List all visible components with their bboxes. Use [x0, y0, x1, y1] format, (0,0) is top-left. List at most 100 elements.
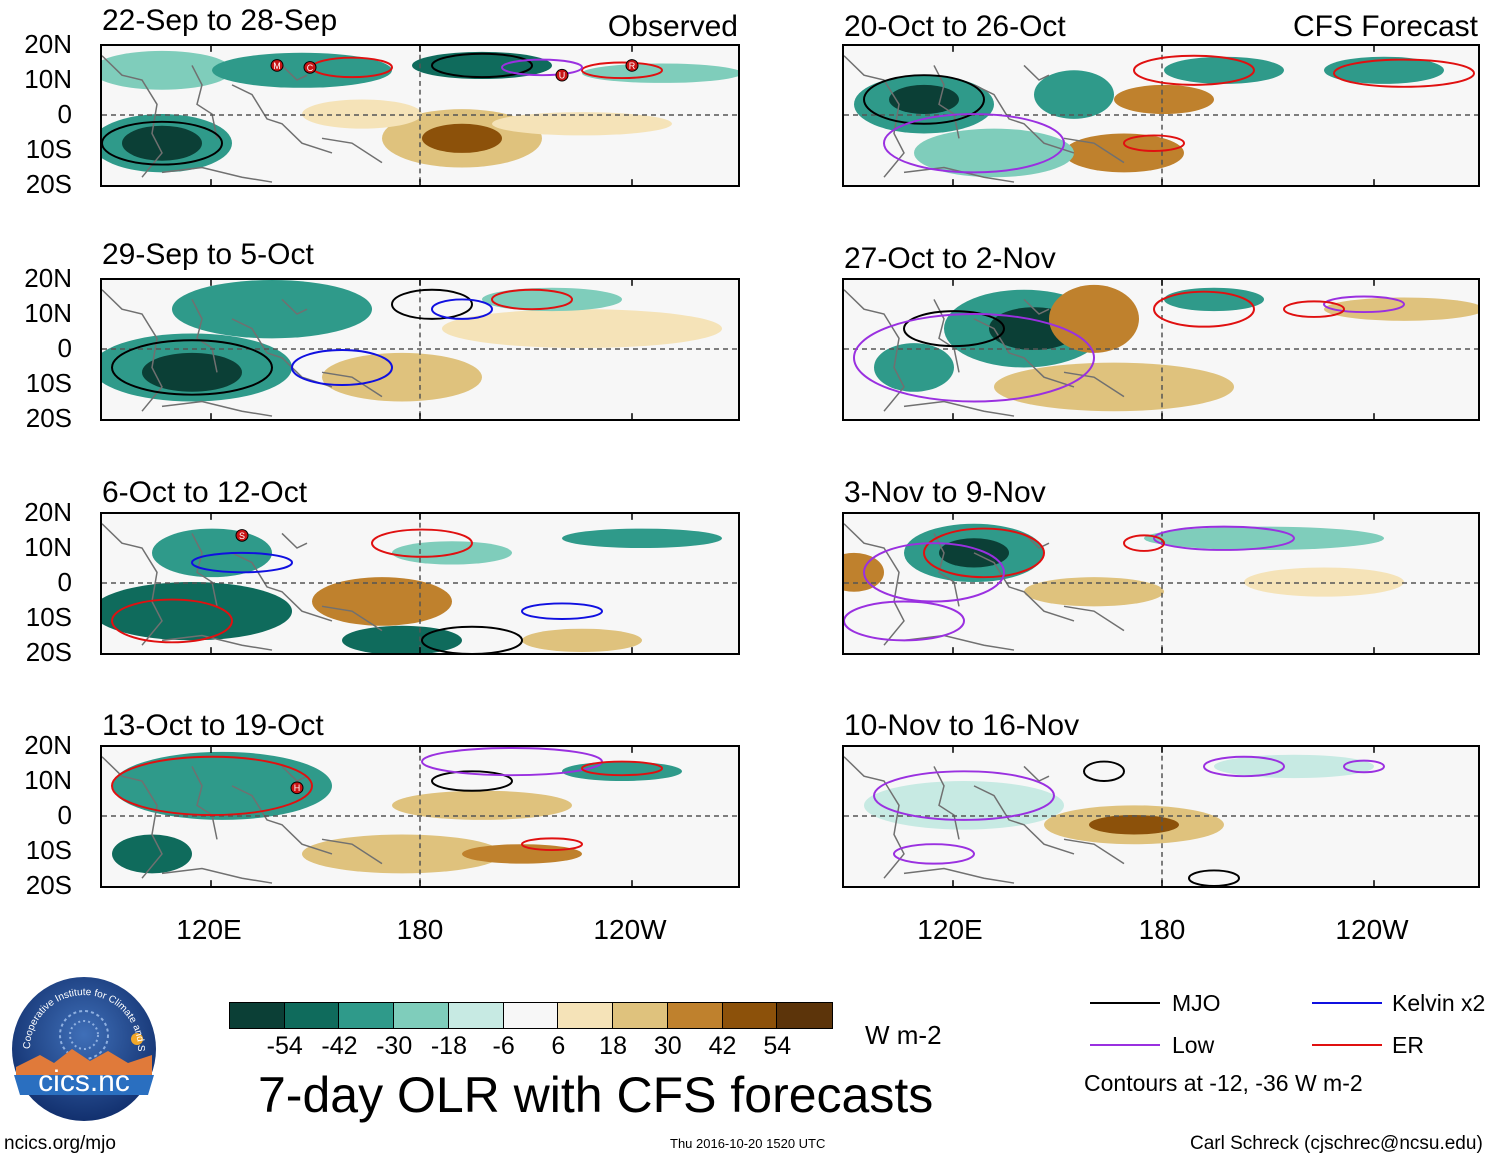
- wave-contour-low: [1203, 755, 1285, 778]
- map-forecast-20oct-26oct: [842, 44, 1480, 187]
- colorbar-tick-label: 54: [763, 1032, 792, 1060]
- wave-contour-mjo: [431, 770, 513, 792]
- tropical-cyclone-letter: U: [559, 71, 565, 81]
- olr-anomaly-region: [112, 834, 192, 874]
- olr-anomaly-region: [322, 352, 482, 402]
- y-tick-label: 10S: [25, 835, 72, 865]
- olr-anomaly-region: [522, 628, 642, 653]
- y-tick-label: 0: [57, 800, 72, 830]
- author-credit: Carl Schreck (cjschrec@ncsu.edu): [1190, 1133, 1483, 1154]
- olr-anomaly-field: H: [102, 747, 738, 886]
- colorbar-units: W m-2: [865, 1020, 942, 1050]
- y-tick-label: 20S: [25, 870, 72, 900]
- olr-anomaly-region: [1164, 56, 1284, 84]
- olr-anomaly-field: M C U R: [102, 46, 738, 185]
- colorbar-tick-label: 30: [653, 1032, 682, 1060]
- wave-contour-mjo: [111, 339, 273, 396]
- colorbar-swatch: [666, 1002, 725, 1029]
- wave-contour-mjo: [421, 625, 523, 653]
- legend-line-mjo: [1090, 1002, 1160, 1004]
- olr-anomaly-region: [442, 309, 722, 349]
- wave-contour-mjo: [431, 52, 533, 79]
- wave-contour-mjo: [1188, 869, 1240, 886]
- colorbar-swatch: [502, 1002, 560, 1029]
- olr-anomaly-region: [462, 844, 582, 864]
- olr-anomaly-region: [482, 287, 622, 312]
- wave-contour-er: [111, 598, 233, 644]
- olr-anomaly-region: [1244, 567, 1404, 597]
- x-tick-180-forecast: 180: [1138, 914, 1186, 945]
- tropical-cyclone-letter: R: [629, 61, 635, 71]
- panel-title-observed-2: 29-Sep to 5-Oct: [102, 238, 314, 271]
- olr-anomaly-region: [1324, 297, 1478, 321]
- map-observed-29sep-5oct: [100, 278, 740, 421]
- olr-colorbar: [228, 1002, 834, 1029]
- wave-contour-er: [923, 527, 1045, 579]
- olr-anomaly-region: [864, 781, 1064, 830]
- y-tick-label: 10N: [24, 765, 72, 795]
- y-tick-label: 20S: [25, 169, 72, 199]
- map-forecast-3nov-9nov: [842, 512, 1480, 655]
- x-tick-180-observed: 180: [396, 914, 444, 945]
- wave-contour-low: [853, 313, 1095, 403]
- colorbar-tick-label: -30: [376, 1032, 413, 1060]
- timestamp: Thu 2016-10-20 1520 UTC: [670, 1136, 826, 1151]
- olr-anomaly-region: [939, 538, 1009, 568]
- colorbar-swatch: [447, 1002, 506, 1029]
- y-tick-label: 20N: [24, 497, 72, 527]
- legend-line-kelvin: [1312, 1002, 1382, 1004]
- olr-anomaly-region: [1214, 754, 1374, 779]
- wave-contour-er: [491, 288, 573, 311]
- legend-label-mjo: MJO: [1172, 990, 1221, 1016]
- coastlines: [844, 55, 1125, 183]
- website-link[interactable]: ncics.org/mjo: [4, 1133, 116, 1154]
- wave-contour-er: [1283, 300, 1345, 318]
- cics-nc-logo: Cooperative Institute for Climate and Sa…: [7, 967, 158, 1123]
- wave-contour-kel: [521, 602, 603, 620]
- colorbar-swatch: [721, 1002, 779, 1029]
- y-tick-label: 20N: [24, 263, 72, 293]
- map-observed-22sep-28sep: M C U R: [100, 44, 740, 187]
- y-tick-label: 10S: [25, 134, 72, 164]
- wave-contour-low: [893, 843, 975, 865]
- wave-contour-low: [844, 600, 965, 642]
- olr-anomaly-region: [112, 751, 332, 820]
- y-tick-label: 10S: [25, 602, 72, 632]
- x-tick-120w-forecast: 120W: [1335, 914, 1409, 945]
- wave-contour-er: [581, 61, 663, 80]
- x-tick-120w-observed: 120W: [593, 914, 667, 945]
- wave-contour-mjo: [1083, 760, 1125, 782]
- contours-note: Contours at -12, -36 W m-2: [1084, 1070, 1363, 1096]
- wave-contour-low: [883, 113, 1065, 174]
- y-tick-label: 20S: [25, 637, 72, 667]
- colorbar-swatch: [338, 1002, 396, 1029]
- legend-label-low: Low: [1172, 1032, 1215, 1058]
- olr-anomaly-region: [422, 123, 502, 153]
- tropical-cyclone-marker: [555, 68, 569, 82]
- olr-anomaly-region: [392, 541, 512, 565]
- panel-title-observed-4: 13-Oct to 19-Oct: [102, 709, 324, 742]
- legend-label-kelvin: Kelvin x2: [1392, 990, 1486, 1016]
- olr-anomaly-field: [844, 747, 1478, 886]
- y-tick-label: 0: [57, 333, 72, 363]
- tropical-cyclone-marker: [303, 61, 317, 74]
- wave-contour-er: [111, 755, 313, 817]
- tropical-cyclone-marker: [290, 781, 304, 795]
- tropical-cyclone-marker: [235, 529, 249, 542]
- coastlines: [102, 55, 383, 183]
- panel-title-forecast-2: 27-Oct to 2-Nov: [844, 242, 1056, 275]
- wave-contour-low: [863, 542, 1005, 603]
- colorbar-tick-label: 18: [599, 1032, 627, 1060]
- wave-contour-kel: [431, 298, 493, 320]
- x-tick-120e-forecast: 120E: [917, 914, 983, 945]
- olr-anomaly-region: [312, 577, 452, 626]
- olr-anomaly-region: [1164, 287, 1264, 312]
- colorbar-tick-label: -6: [492, 1032, 515, 1060]
- tropical-cyclone-letter: C: [307, 63, 314, 73]
- legend-line-low: [1090, 1044, 1160, 1046]
- wave-contour-mjo: [903, 310, 1005, 348]
- map-observed-13oct-19oct: H: [100, 745, 740, 888]
- y-tick-label: 20S: [25, 403, 72, 433]
- panel-title-observed-3: 6-Oct to 12-Oct: [102, 476, 308, 509]
- tropical-cyclone-letter: M: [273, 61, 280, 71]
